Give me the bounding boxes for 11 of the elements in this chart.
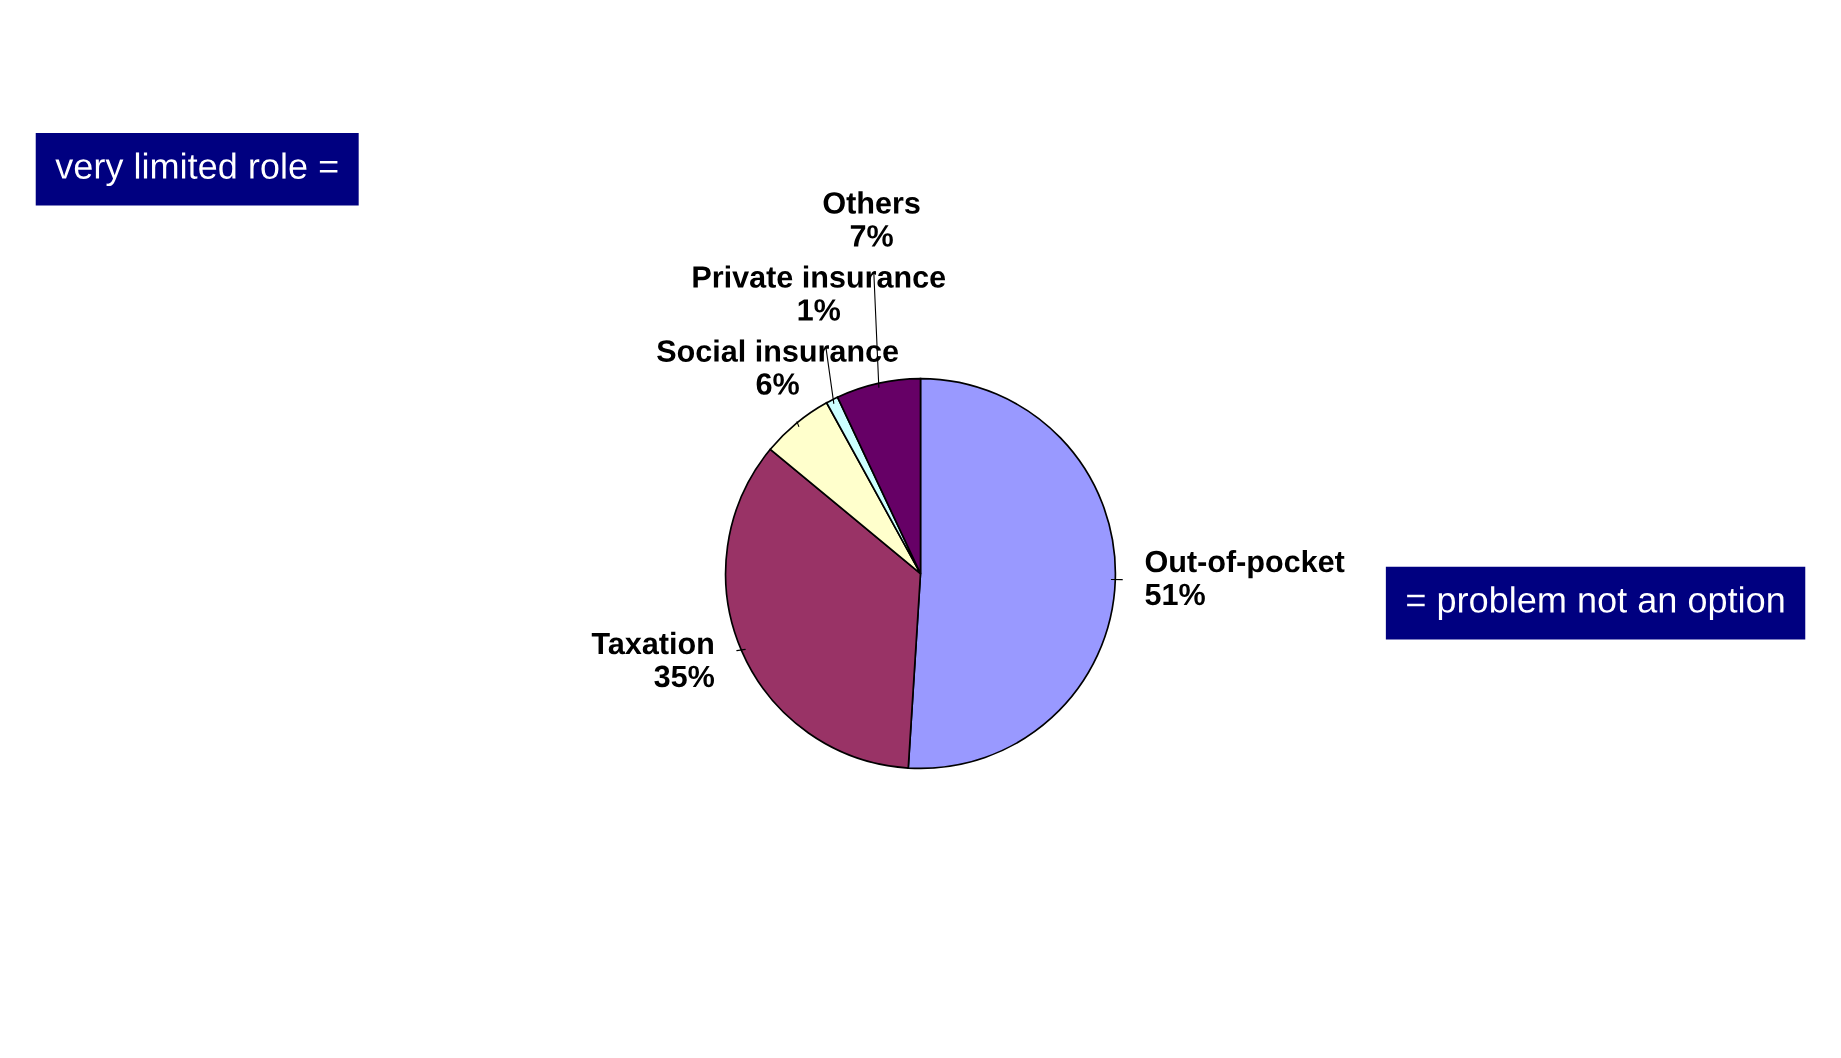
slice-label: Taxation: [591, 631, 713, 655]
data-label: 1%: [798, 299, 841, 321]
text: = problem not an option: [1407, 586, 1784, 620]
slice-label: Out-of-pocket: [1145, 549, 1345, 579]
text: very limited role =: [55, 152, 338, 187]
data-label: 7%: [850, 225, 893, 247]
slice-label: Others: [823, 191, 920, 214]
data-label: 6%: [756, 373, 799, 395]
slice-label: Private insurance: [693, 265, 946, 288]
data-label: 35%: [654, 665, 714, 688]
data-label: 51%: [1145, 583, 1205, 606]
